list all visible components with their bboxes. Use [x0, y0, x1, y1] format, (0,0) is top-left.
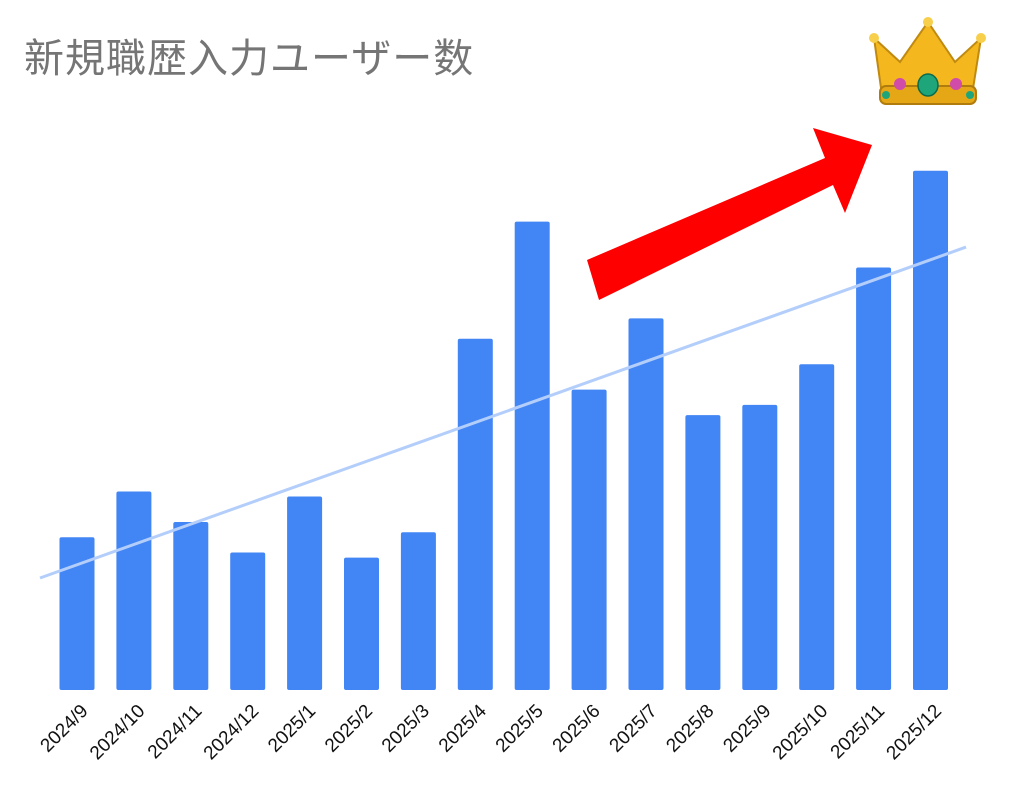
chart-title: 新規職歴入力ユーザー数: [24, 36, 475, 82]
x-tick-label: 2025/5: [492, 701, 548, 757]
x-tick-label: 2024/9: [37, 701, 93, 757]
bar-2024-11: [173, 522, 209, 690]
x-tick-label: 2024/12: [200, 701, 263, 764]
x-tick-label: 2024/10: [86, 701, 149, 764]
bar-2025-1: [287, 496, 323, 690]
bar-2024-9: [59, 537, 95, 690]
x-tick-label: 2025/9: [719, 701, 775, 757]
bar-2025-12: [913, 170, 948, 690]
bar-series: [59, 170, 948, 690]
bar-2024-12: [230, 552, 266, 690]
bar-2025-4: [457, 338, 493, 690]
x-tick-label: 2025/6: [549, 701, 605, 757]
bar-2024-10: [116, 491, 152, 690]
annotations: [587, 17, 986, 300]
bar-2025-9: [742, 404, 778, 690]
x-tick-label: 2025/4: [435, 700, 491, 756]
bar-2025-6: [571, 389, 607, 690]
bar-2025-7: [628, 318, 664, 690]
x-tick-label: 2025/7: [606, 701, 662, 757]
x-tick-label: 2025/2: [321, 701, 377, 757]
bar-2025-11: [856, 267, 892, 690]
bar-2025-5: [514, 221, 550, 690]
bar-2025-3: [400, 532, 436, 690]
x-tick-label: 2025/12: [883, 701, 946, 764]
trend-up-arrow: [587, 128, 872, 300]
x-tick-label: 2025/11: [827, 701, 889, 763]
bar-2025-10: [799, 364, 835, 690]
x-tick-label: 2024/11: [144, 701, 206, 763]
bar-2025-8: [685, 415, 721, 690]
trendline: [39, 245, 967, 580]
x-tick-label: 2025/1: [264, 701, 320, 757]
x-tick-label: 2025/3: [378, 701, 434, 757]
x-tick-label: 2025/8: [662, 701, 718, 757]
bar-2025-2: [344, 557, 379, 690]
crown-icon: [869, 17, 986, 105]
x-tick-label: 2025/10: [769, 701, 832, 764]
